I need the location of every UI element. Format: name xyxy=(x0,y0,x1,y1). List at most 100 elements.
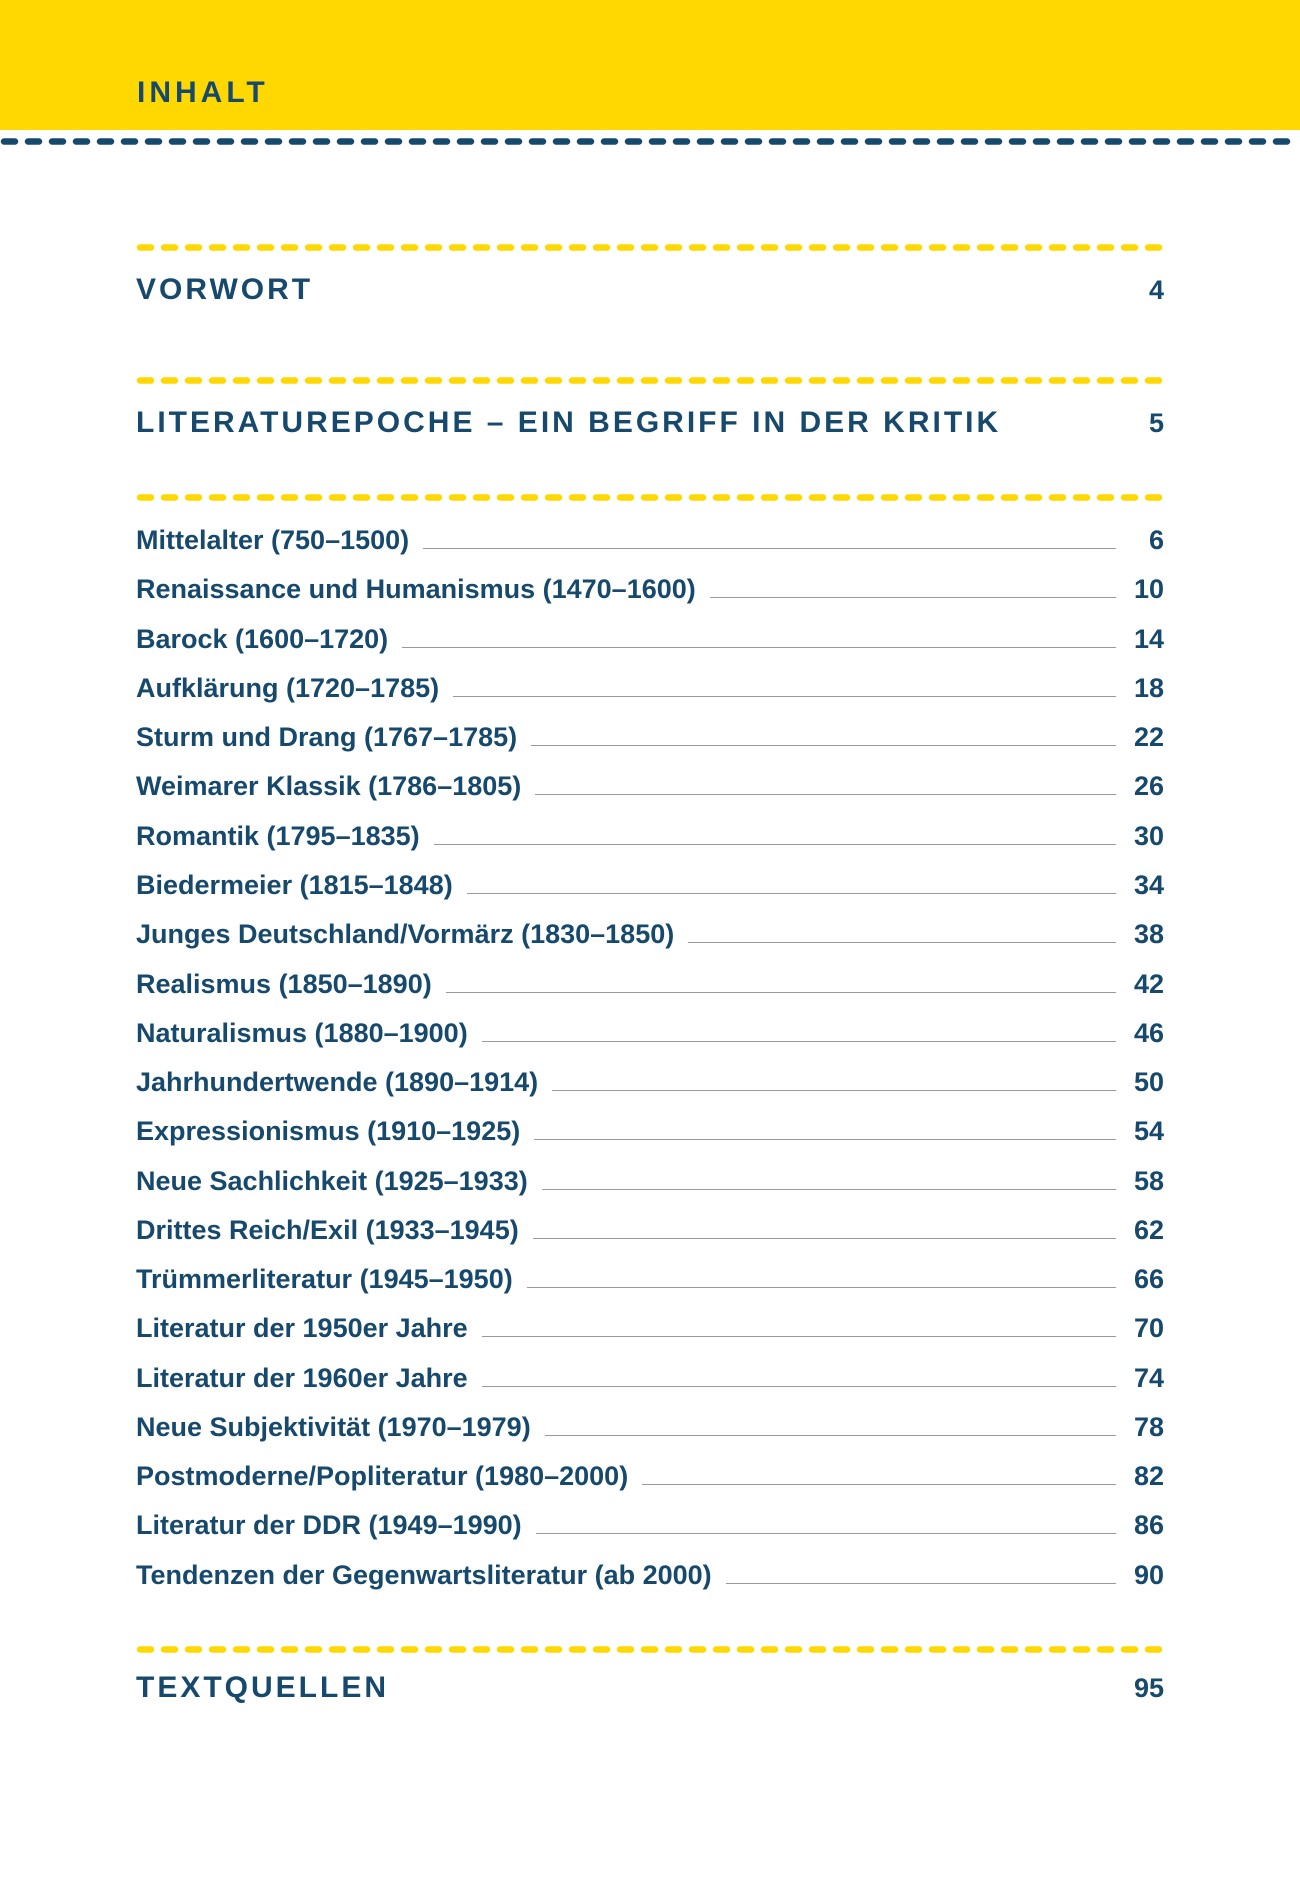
toc-entry-label: Expressionismus (1910–1925) xyxy=(136,1116,521,1147)
leader-line xyxy=(481,1336,1116,1338)
leader-line xyxy=(544,1434,1116,1436)
toc-entry-page-number: 26 xyxy=(1133,771,1164,802)
toc-entry: Neue Subjektivität (1970–1979) 78 xyxy=(136,1403,1164,1452)
toc-entry-label: Literatur der 1960er Jahre xyxy=(136,1362,468,1393)
toc-entry: Drittes Reich/Exil (1933–1945) 62 xyxy=(136,1206,1164,1255)
toc-entry: Junges Deutschland/Vormärz (1830–1850) 3… xyxy=(136,910,1164,959)
leader-line xyxy=(481,1040,1116,1042)
toc-entry-label: Literatur der DDR (1949–1990) xyxy=(136,1510,522,1541)
toc-entry-label: Mittelalter (750–1500) xyxy=(136,525,410,556)
toc-entry-label: Realismus (1850–1890) xyxy=(136,968,432,999)
leader-line xyxy=(466,892,1116,894)
leader-line xyxy=(541,1188,1116,1190)
leader-line xyxy=(534,1139,1116,1141)
toc-section-textquellen: TEXTQUELLEN 95 xyxy=(136,1666,1164,1710)
toc-entry-page-number: 42 xyxy=(1133,968,1164,999)
leader-line xyxy=(688,942,1116,944)
toc-entry: Romantik (1795–1835) 30 xyxy=(136,812,1164,861)
toc-content: VORWORT 4 LITERATUREPOCHE – EIN BEGRIFF … xyxy=(136,0,1164,1890)
toc-section-literaturepoche: LITERATUREPOCHE – EIN BEGRIFF IN DER KRI… xyxy=(136,401,1164,445)
toc-entry-page-number: 70 xyxy=(1133,1313,1164,1344)
leader-line xyxy=(445,991,1116,993)
section-page-number: 4 xyxy=(1148,274,1164,305)
toc-entry-page-number: 86 xyxy=(1133,1510,1164,1541)
toc-entry-label: Aufklärung (1720–1785) xyxy=(136,672,440,703)
leader-line xyxy=(526,1287,1116,1289)
leader-line xyxy=(433,843,1116,845)
toc-entry-page-number: 34 xyxy=(1133,869,1164,900)
toc-entry: Naturalismus (1880–1900) 46 xyxy=(136,1009,1164,1058)
toc-entry: Weimarer Klassik (1786–1805) 26 xyxy=(136,762,1164,811)
leader-line xyxy=(709,597,1116,599)
toc-entry-label: Sturm und Drang (1767–1785) xyxy=(136,722,518,753)
toc-list: Mittelalter (750–1500) 6 Renaissance und… xyxy=(136,516,1164,1600)
toc-entry-label: Tendenzen der Gegenwartsliteratur (ab 20… xyxy=(136,1559,712,1590)
dashed-divider-epochs xyxy=(136,494,1164,501)
toc-entry-page-number: 90 xyxy=(1133,1559,1164,1590)
section-label: LITERATUREPOCHE – EIN BEGRIFF IN DER KRI… xyxy=(136,406,1002,439)
toc-entry-label: Barock (1600–1720) xyxy=(136,623,389,654)
leader-line xyxy=(481,1385,1116,1387)
leader-line xyxy=(725,1582,1116,1584)
toc-entry: Trümmerliteratur (1945–1950) 66 xyxy=(136,1255,1164,1304)
leader-line xyxy=(531,745,1116,747)
toc-entry: Jahrhundertwende (1890–1914) 50 xyxy=(136,1058,1164,1107)
toc-entry-page-number: 10 xyxy=(1133,574,1164,605)
toc-entry: Aufklärung (1720–1785) 18 xyxy=(136,664,1164,713)
toc-entry-page-number: 82 xyxy=(1133,1461,1164,1492)
leader-line xyxy=(423,548,1116,550)
toc-entry-page-number: 6 xyxy=(1148,525,1164,556)
toc-entry-page-number: 58 xyxy=(1133,1165,1164,1196)
dashed-divider-literaturepoche xyxy=(136,377,1164,384)
header-dashed-divider xyxy=(0,138,1300,145)
toc-entry-page-number: 30 xyxy=(1133,820,1164,851)
leader-line xyxy=(552,1090,1116,1092)
toc-entry-label: Neue Subjektivität (1970–1979) xyxy=(136,1411,531,1442)
toc-entry-label: Jahrhundertwende (1890–1914) xyxy=(136,1067,539,1098)
leader-line xyxy=(453,695,1116,697)
toc-entry-page-number: 62 xyxy=(1133,1214,1164,1245)
page-header-band: INHALT xyxy=(0,0,1300,130)
dashed-divider-textquellen xyxy=(136,1646,1164,1653)
toc-entry: Literatur der 1960er Jahre 74 xyxy=(136,1354,1164,1403)
toc-entry: Biedermeier (1815–1848) 34 xyxy=(136,861,1164,910)
toc-section-vorwort: VORWORT 4 xyxy=(136,268,1164,312)
toc-entry-label: Trümmerliteratur (1945–1950) xyxy=(136,1264,513,1295)
toc-entry: Literatur der 1950er Jahre 70 xyxy=(136,1304,1164,1353)
toc-entry-page-number: 50 xyxy=(1133,1067,1164,1098)
toc-entry-page-number: 74 xyxy=(1133,1362,1164,1393)
toc-entry-page-number: 78 xyxy=(1133,1411,1164,1442)
toc-entry-label: Drittes Reich/Exil (1933–1945) xyxy=(136,1214,519,1245)
toc-entry-label: Romantik (1795–1835) xyxy=(136,820,420,851)
page-title: INHALT xyxy=(137,76,269,109)
toc-entry-page-number: 14 xyxy=(1133,623,1164,654)
leader-line xyxy=(532,1237,1116,1239)
leader-line xyxy=(535,794,1116,796)
toc-entry: Postmoderne/Popliteratur (1980–2000) 82 xyxy=(136,1452,1164,1501)
toc-entry-page-number: 38 xyxy=(1133,919,1164,950)
toc-entry: Literatur der DDR (1949–1990) 86 xyxy=(136,1501,1164,1550)
section-label: VORWORT xyxy=(136,273,314,306)
section-page-number: 5 xyxy=(1148,407,1164,438)
toc-entry-label: Literatur der 1950er Jahre xyxy=(136,1313,468,1344)
toc-entry-label: Renaissance und Humanismus (1470–1600) xyxy=(136,574,696,605)
dashed-divider-vorwort xyxy=(136,244,1164,251)
toc-entry: Expressionismus (1910–1925) 54 xyxy=(136,1107,1164,1156)
leader-line xyxy=(642,1484,1116,1486)
toc-entry-page-number: 22 xyxy=(1133,722,1164,753)
toc-entry-label: Neue Sachlichkeit (1925–1933) xyxy=(136,1165,528,1196)
toc-entry-label: Weimarer Klassik (1786–1805) xyxy=(136,771,522,802)
toc-entry-page-number: 46 xyxy=(1133,1017,1164,1048)
leader-line xyxy=(535,1533,1116,1535)
toc-entry: Barock (1600–1720) 14 xyxy=(136,615,1164,664)
toc-entry: Sturm und Drang (1767–1785) 22 xyxy=(136,713,1164,762)
toc-entry: Realismus (1850–1890) 42 xyxy=(136,959,1164,1008)
section-label: TEXTQUELLEN xyxy=(136,1671,390,1704)
section-page-number: 95 xyxy=(1133,1672,1164,1703)
toc-entry-label: Junges Deutschland/Vormärz (1830–1850) xyxy=(136,919,675,950)
toc-entry-label: Biedermeier (1815–1848) xyxy=(136,869,453,900)
toc-entry: Mittelalter (750–1500) 6 xyxy=(136,516,1164,565)
toc-entry: Renaissance und Humanismus (1470–1600) 1… xyxy=(136,565,1164,614)
leader-line xyxy=(402,646,1116,648)
